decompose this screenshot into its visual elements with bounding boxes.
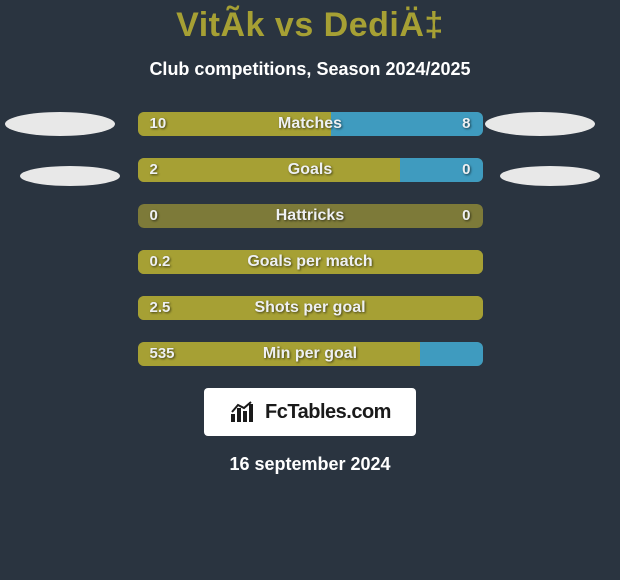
stat-row: 108Matches [138, 112, 483, 136]
bar-player1 [138, 342, 421, 366]
stat-row-bg [138, 204, 483, 228]
fctables-label: FcTables.com [265, 401, 391, 424]
player-shape-left [5, 112, 115, 136]
fctables-badge: FcTables.com [204, 388, 416, 436]
stat-row: 00Hattricks [138, 204, 483, 228]
snapshot-date: 16 september 2024 [0, 454, 620, 475]
player-shape-right [500, 166, 600, 186]
comparison-chart: 108Matches 20Goals 00Hattricks 0.2Goals per… [0, 112, 620, 366]
stat-row: 2.5Shots per goal [138, 296, 483, 320]
bar-player1 [138, 296, 483, 320]
bar-player2 [420, 342, 482, 366]
player-shape-left [20, 166, 120, 186]
bar-player1 [138, 112, 331, 136]
bar-player1 [138, 158, 400, 182]
stat-row: 20Goals [138, 158, 483, 182]
bar-player2 [331, 112, 483, 136]
bar-player2 [400, 158, 483, 182]
fctables-icon [229, 400, 259, 424]
page-subtitle: Club competitions, Season 2024/2025 [0, 59, 620, 80]
page-title: VitÃk vs DediÄ‡ [0, 0, 620, 45]
bar-player1 [138, 250, 483, 274]
player-shape-right [485, 112, 595, 136]
stat-row: 0.2Goals per match [138, 250, 483, 274]
stat-row: 535Min per goal [138, 342, 483, 366]
